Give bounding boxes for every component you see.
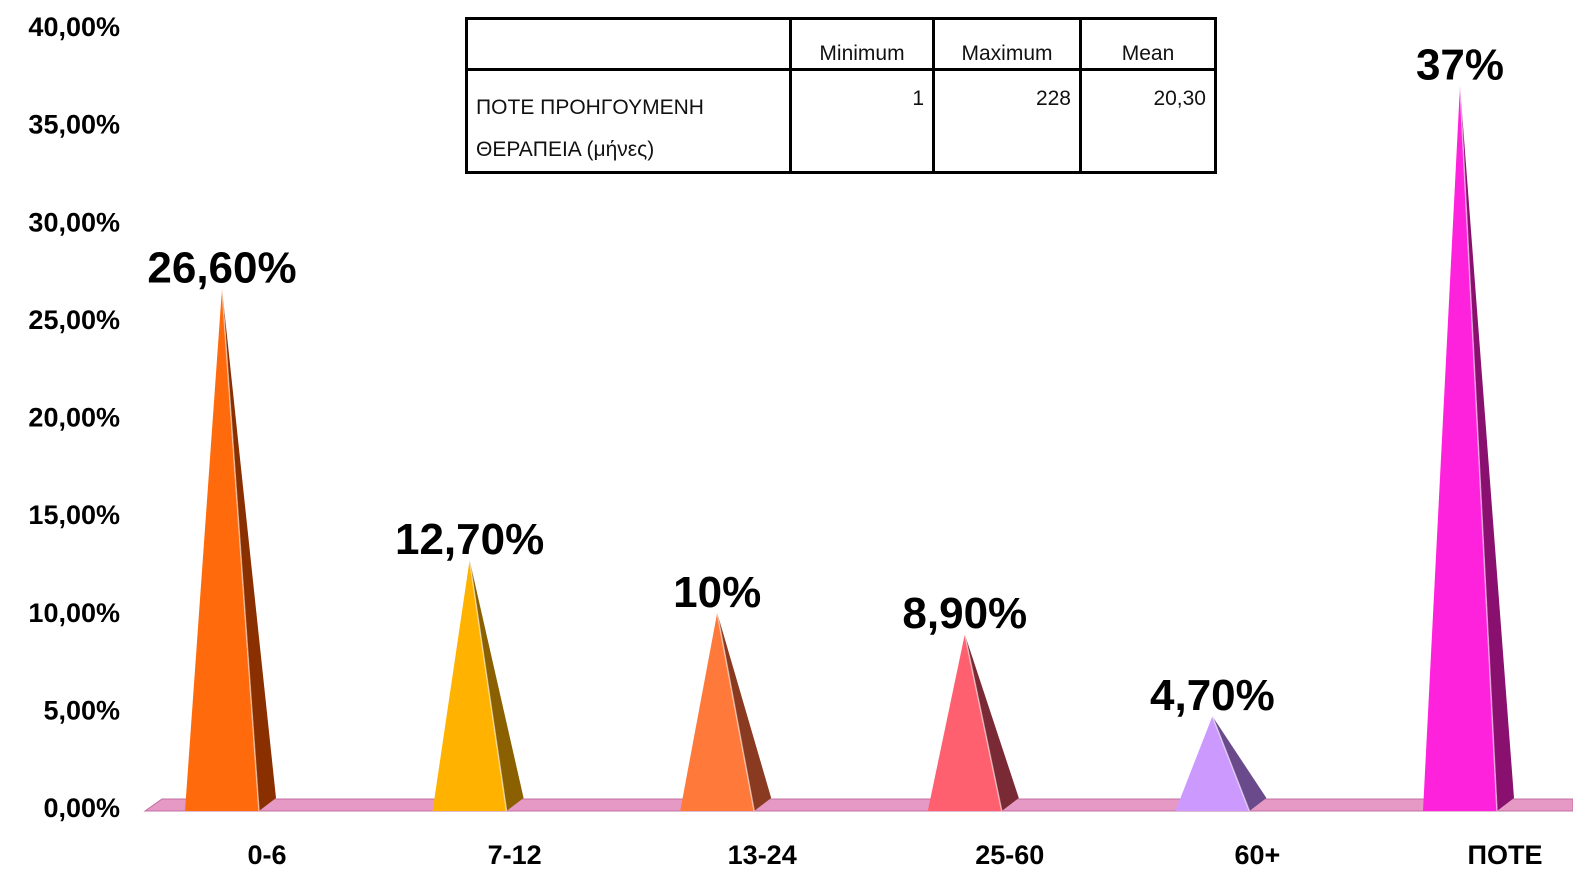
y-tick-label: 20,00% bbox=[28, 403, 120, 433]
chart-floor bbox=[143, 798, 1573, 812]
bar-side-face bbox=[1212, 716, 1267, 811]
bar-front-face bbox=[1175, 716, 1250, 811]
bar-edge bbox=[1459, 85, 1498, 812]
bar-1 bbox=[185, 288, 276, 812]
x-tick-label: 0-6 bbox=[247, 840, 286, 870]
x-tick-label: 25-60 bbox=[975, 840, 1044, 870]
data-label: 8,90% bbox=[902, 589, 1027, 638]
data-labels: 26,60% 12,70% 10% 8,90% 4,70% 37% bbox=[147, 41, 1504, 721]
data-label: 37% bbox=[1416, 41, 1504, 90]
bar-edge bbox=[468, 559, 508, 812]
statistics-table: Minimum Maximum Mean ΠΟΤΕ ΠΡΟΗΓΟΥΜΕΝΗ ΘΕΡ… bbox=[465, 17, 1217, 174]
bar-3 bbox=[680, 612, 772, 812]
y-tick-label: 40,00% bbox=[28, 12, 120, 42]
bar-edge bbox=[1211, 715, 1251, 812]
bar-side-face bbox=[222, 288, 276, 811]
table-header-row: Minimum Maximum Mean bbox=[465, 17, 1217, 71]
table-row-label: ΠΟΤΕ ΠΡΟΗΓΟΥΜΕΝΗ ΘΕΡΑΠΕΙΑ (μήνες) bbox=[465, 68, 792, 174]
bar-2 bbox=[432, 559, 524, 812]
bar-edge bbox=[964, 634, 1003, 812]
y-tick-label: 10,00% bbox=[28, 598, 120, 628]
chart-bars bbox=[185, 85, 1514, 812]
data-label: 4,70% bbox=[1150, 671, 1275, 720]
row-label-line2: ΘΕΡΑΠΕΙΑ (μήνες) bbox=[476, 138, 655, 161]
y-tick-label: 15,00% bbox=[28, 500, 120, 530]
x-tick-label: 7-12 bbox=[488, 840, 542, 870]
table-header-maximum: Maximum bbox=[932, 17, 1082, 71]
bar-5 bbox=[1175, 715, 1267, 812]
x-tick-label: 13-24 bbox=[728, 840, 797, 870]
y-tick-label: 25,00% bbox=[28, 305, 120, 335]
bar-edge bbox=[221, 288, 260, 812]
table-row: ΠΟΤΕ ΠΡΟΗΓΟΥΜΕΝΗ ΘΕΡΑΠΕΙΑ (μήνες) 1 228 2… bbox=[465, 68, 1217, 174]
table-cell-minimum: 1 bbox=[789, 68, 935, 174]
x-axis-ticks: 0-6 7-12 13-24 25-60 60+ ΠΟΤΕ bbox=[247, 840, 1542, 870]
bar-front-face bbox=[927, 634, 1002, 811]
bar-side-face bbox=[469, 560, 524, 811]
x-tick-label: ΠΟΤΕ bbox=[1467, 840, 1542, 870]
row-label-line1: ΠΟΤΕ ΠΡΟΗΓΟΥΜΕΝΗ bbox=[476, 96, 704, 119]
x-tick-label: 60+ bbox=[1234, 840, 1280, 870]
table-header-mean: Mean bbox=[1079, 17, 1217, 71]
floor-slab bbox=[143, 798, 1573, 812]
bar-side-face bbox=[1460, 85, 1514, 811]
bar-edge bbox=[716, 612, 755, 812]
data-label: 12,70% bbox=[395, 515, 544, 564]
table-cell-maximum: 228 bbox=[932, 68, 1082, 174]
data-label: 26,60% bbox=[147, 244, 296, 293]
table-header-minimum: Minimum bbox=[789, 17, 935, 71]
bar-side-face bbox=[717, 612, 772, 811]
bar-4 bbox=[927, 634, 1019, 812]
bar-front-face bbox=[1423, 85, 1497, 811]
bar-side-face bbox=[964, 634, 1019, 811]
y-tick-label: 5,00% bbox=[43, 695, 120, 725]
y-tick-label: 0,00% bbox=[43, 793, 120, 823]
bar-front-face bbox=[432, 560, 507, 811]
table-cell-mean: 20,30 bbox=[1079, 68, 1217, 174]
table-header-empty bbox=[465, 17, 792, 71]
y-tick-label: 30,00% bbox=[28, 207, 120, 237]
y-tick-label: 35,00% bbox=[28, 110, 120, 140]
y-axis-ticks: 0,00% 5,00% 10,00% 15,00% 20,00% 25,00% 30,00%… bbox=[28, 12, 120, 823]
bar-front-face bbox=[680, 612, 755, 811]
bar-front-face bbox=[185, 288, 259, 811]
bar-6 bbox=[1423, 85, 1514, 812]
data-label: 10% bbox=[673, 568, 761, 617]
